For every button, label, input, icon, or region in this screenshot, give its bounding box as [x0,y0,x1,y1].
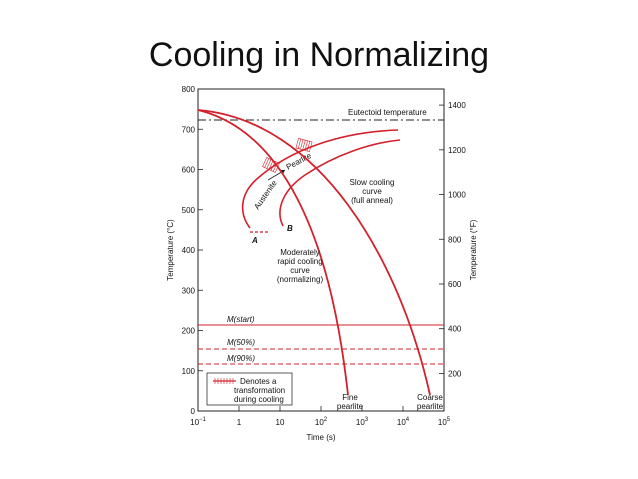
left-tick-label: 200 [182,327,196,336]
hatch-line [300,139,304,150]
point-a-label: A [251,236,258,245]
hatch-line [302,140,306,150]
hatch-line [268,160,274,170]
right-tick-label: 200 [448,369,462,378]
hatch-line [306,141,311,152]
coarse-pearlite-line-1: Coarse [417,393,443,402]
hatch-line [297,138,302,149]
right-tick-label: 1000 [448,191,466,200]
bottom-axis-ticks: 10−1 1 10 102 103 104 105 [190,406,451,427]
bottom-tick-label: 104 [397,417,410,427]
left-tick-label: 500 [182,206,196,215]
moderate-cooling-line-3: curve [290,266,310,275]
left-tick-label: 700 [182,125,196,134]
moderate-cooling-curve [197,109,349,396]
left-tick-label: 100 [182,367,196,376]
x-axis-label: Time (s) [306,433,335,442]
left-tick-label: 800 [182,85,196,94]
slide-title: Cooling in Normalizing [148,36,490,74]
right-axis-ticks: 200 400 600 800 1000 1200 1400 [439,101,466,378]
hatch-line [272,162,278,172]
right-tick-label: 1200 [448,146,466,155]
point-b-label: B [287,224,293,233]
fine-pearlite-line-2: pearlite [337,402,364,411]
bottom-tick-label: 10 [276,418,285,427]
m-50-label: M(50%) [227,338,255,347]
bottom-tick-label: 10−1 [190,417,206,427]
hatch-line [266,159,272,169]
slow-cooling-line-2: curve [362,187,382,196]
bottom-tick-label: 103 [356,417,369,427]
transformation-start-curve [241,129,399,229]
left-axis-ticks: 0 100 200 300 400 500 600 700 800 [182,85,203,416]
hatch-slow [295,137,313,153]
left-tick-label: 300 [182,286,196,295]
m-start-label: M(start) [227,315,255,324]
hatch-line [264,158,270,168]
hatch-line [304,140,308,151]
hatch-moderate [262,157,280,173]
left-tick-label: 600 [182,166,196,175]
legend-line-2: transformation [234,386,285,395]
y-left-axis-label: Temperature (°C) [166,219,175,281]
bottom-tick-label: 102 [315,417,328,427]
legend-line-1: Denotes a [240,377,277,386]
slow-cooling-line-1: Slow cooling [350,178,395,187]
eutectoid-label: Eutectoid temperature [348,108,427,117]
slow-cooling-line-3: (full anneal) [351,196,393,205]
m-90-label: M(90%) [227,354,255,363]
right-tick-label: 400 [448,325,462,334]
moderate-cooling-line-2: rapid cooling [277,257,322,266]
left-tick-label: 0 [191,407,196,416]
slow-cooling-curve [197,109,431,396]
left-tick-label: 400 [182,246,196,255]
right-tick-label: 800 [448,235,462,244]
coarse-pearlite-line-2: pearlite [417,402,444,411]
austenite-label: Austenite [252,178,279,211]
fine-pearlite-line-1: Fine [342,393,358,402]
moderate-cooling-line-1: Moderately [280,248,320,257]
y-right-axis-label: Temperature (°F) [469,219,478,280]
bottom-tick-label: 105 [438,417,451,427]
right-tick-label: 600 [448,280,462,289]
right-tick-label: 1400 [448,101,466,110]
bottom-tick-label: 1 [237,418,242,427]
hatch-line [270,161,276,171]
transformation-finish-curve [279,139,401,227]
legend-hatch-swatch [213,378,236,384]
moderate-cooling-line-4: (normalizing) [277,275,324,284]
legend-line-3: during cooling [234,395,284,404]
